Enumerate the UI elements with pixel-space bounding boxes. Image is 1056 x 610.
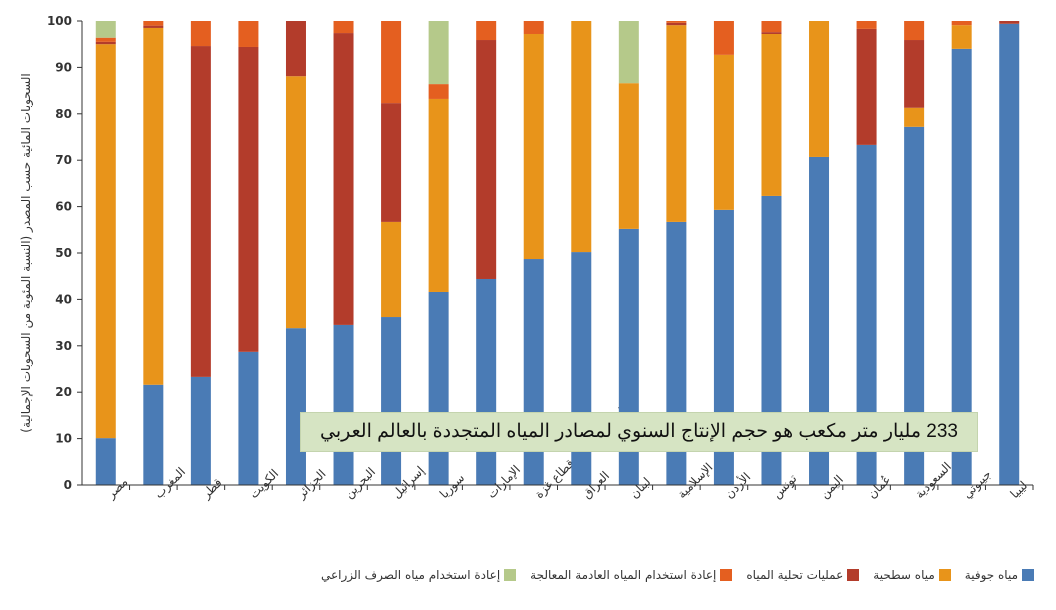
bar-segment <box>523 21 544 34</box>
legend-item: مياه سطحية <box>873 568 951 582</box>
bar-segment <box>333 324 354 485</box>
bar-segment <box>333 21 354 34</box>
bar-segment <box>666 25 687 222</box>
legend-label: إعادة استخدام مياه الصرف الزراعي <box>320 568 501 582</box>
bar-segment <box>95 21 116 38</box>
legend-item: إعادة استخدام مياه الصرف الزراعي <box>320 568 517 582</box>
bar-segment <box>95 438 116 485</box>
bar-segment <box>666 21 687 23</box>
bar-segment <box>238 46 259 352</box>
bar-segment <box>428 291 449 485</box>
legend-swatch <box>1022 569 1034 581</box>
y-tick-label: 30 <box>55 339 72 353</box>
legend-item: عمليات تحلية المياه <box>746 568 860 582</box>
bar-segment <box>381 317 402 485</box>
bar-segment <box>856 144 877 485</box>
bar-segment <box>904 40 925 108</box>
bar-segment <box>904 107 925 127</box>
bar-segment <box>999 21 1020 24</box>
bar-segment <box>285 328 306 485</box>
y-tick-label: 60 <box>55 200 72 214</box>
bar-segment <box>713 21 734 55</box>
bar-segment <box>523 33 544 260</box>
legend: مياه جوفية مياه سطحية عمليات تحلية المياه إ… <box>321 568 1034 582</box>
bar-segment <box>999 23 1020 486</box>
bar-segment <box>856 28 877 145</box>
bar-segment <box>143 21 164 26</box>
bar-segment <box>951 21 972 26</box>
bar-segment <box>190 376 211 485</box>
y-axis-label: السحوبات المائية حسب المصدر (النسبة المئ… <box>19 73 34 432</box>
bar-segment <box>143 25 164 28</box>
y-tick-label: 20 <box>55 385 72 399</box>
bar-segment <box>238 21 259 47</box>
legend-label: عمليات تحلية المياه <box>746 568 844 582</box>
bar-segment <box>856 21 877 29</box>
y-tick-label: 50 <box>55 246 72 260</box>
bar-segment <box>476 278 497 485</box>
bar-segment <box>190 21 211 47</box>
bar-segment <box>143 384 164 485</box>
y-tick-label: 80 <box>55 107 72 121</box>
bar-segment <box>428 98 449 292</box>
bar-segment <box>618 83 639 229</box>
y-tick-label: 90 <box>55 60 72 74</box>
bar-segment <box>809 21 830 157</box>
y-tick-label: 10 <box>55 432 72 446</box>
y-tick-label: 70 <box>55 153 72 167</box>
bar-segment <box>761 32 782 34</box>
bar-segment <box>571 21 592 253</box>
legend-label: مياه جوفية <box>964 568 1018 582</box>
bar-segment <box>95 37 116 42</box>
bar-segment <box>333 33 354 325</box>
bar-segment <box>428 84 449 99</box>
bar-segment <box>951 25 972 49</box>
legend-swatch <box>720 569 733 581</box>
bar-segment <box>476 21 497 41</box>
legend-item: مياه جوفية <box>965 568 1034 582</box>
bar-segment <box>904 126 925 486</box>
bar-segment <box>666 22 687 26</box>
bar-segment <box>761 33 782 196</box>
legend-label: إعادة استخدام المياه العادمة المعالجة <box>530 568 717 582</box>
bar-segment <box>809 156 830 485</box>
legend-swatch <box>847 569 860 581</box>
bar-segment <box>476 40 497 279</box>
legend-swatch <box>938 569 951 581</box>
y-tick-label: 0 <box>64 478 72 492</box>
y-tick-label: 40 <box>55 292 72 306</box>
bar-segment <box>95 41 116 45</box>
bar-segment <box>238 351 259 485</box>
bar-segment <box>713 54 734 210</box>
bar-segment <box>904 21 925 41</box>
legend-swatch <box>504 569 517 581</box>
bar-segment <box>761 21 782 33</box>
bar-segment <box>190 46 211 377</box>
bar-segment <box>618 21 639 84</box>
bar-segment <box>951 48 972 486</box>
annotation-box: 233 مليار متر مكعب هو حجم الإنتاج السنوي… <box>300 412 978 452</box>
bar-segment <box>381 221 402 318</box>
legend-item: إعادة استخدام المياه العادمة المعالجة <box>530 568 733 582</box>
bar-segment <box>285 76 306 329</box>
bar-segment <box>381 103 402 222</box>
bar-segment <box>428 21 449 85</box>
bar-segment <box>95 44 116 439</box>
y-tick-label: 100 <box>47 14 72 28</box>
bar-segment <box>381 21 402 104</box>
legend-label: مياه سطحية <box>873 568 935 582</box>
bar-segment <box>143 27 164 385</box>
bar-segment <box>285 21 306 77</box>
